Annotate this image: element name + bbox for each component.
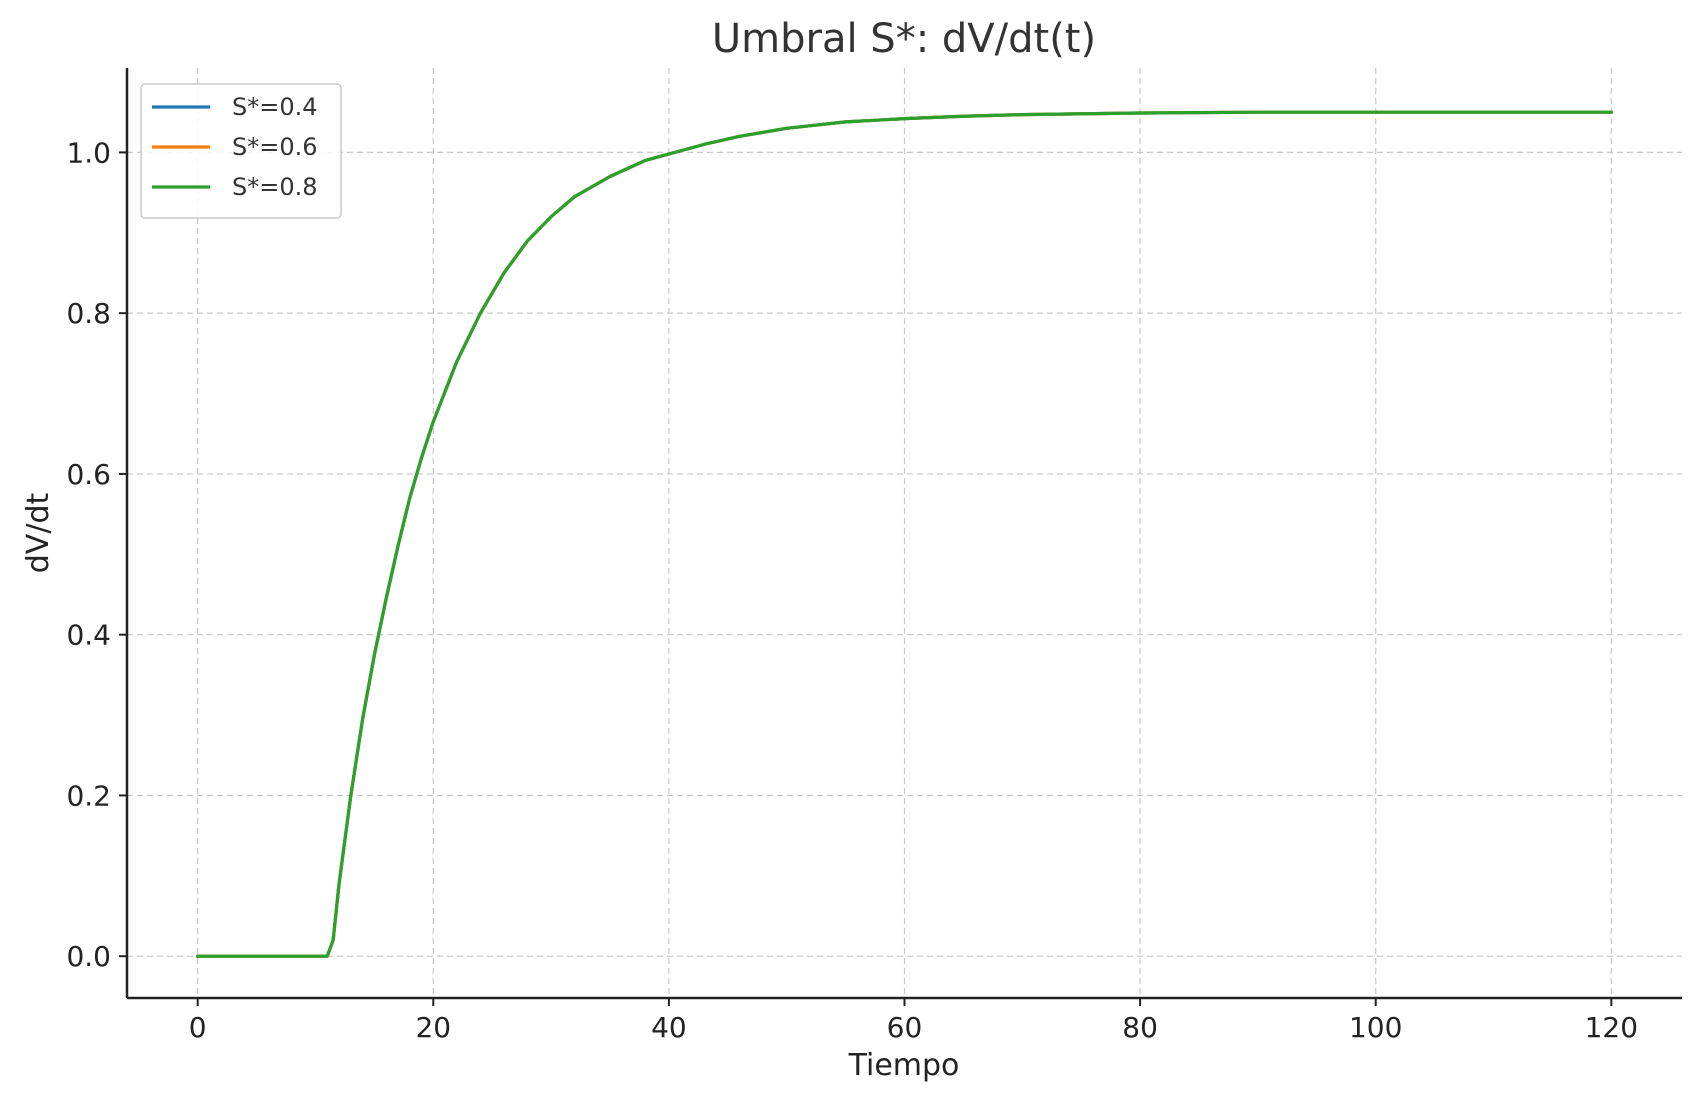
y-tick-label: 1.0: [66, 136, 111, 169]
chart-title: Umbral S*: dV/dt(t): [712, 16, 1096, 62]
y-tick-label: 0.6: [66, 458, 111, 491]
x-tick-label: 40: [651, 1011, 687, 1044]
series-lines: [196, 110, 1613, 958]
x-axis-label: Tiempo: [848, 1048, 960, 1083]
x-tick-label: 100: [1349, 1011, 1402, 1044]
grid: [127, 68, 1682, 998]
y-tick-label: 0.2: [66, 779, 111, 812]
x-tick-label: 120: [1585, 1011, 1638, 1044]
x-tick-label: 20: [415, 1011, 451, 1044]
y-tick-label: 0.0: [66, 940, 111, 973]
x-tick-label: 0: [189, 1011, 207, 1044]
legend-box: [140, 83, 342, 219]
series-line-3: [196, 110, 1613, 958]
y-ticks: 0.0 0.2 0.4 0.6 0.8 1.0: [66, 136, 127, 973]
x-ticks: 0 20 40 60 80 100 120: [189, 998, 1638, 1044]
x-tick-label: 80: [1122, 1011, 1158, 1044]
legend-label-3: S*=0.8: [232, 173, 318, 201]
y-tick-label: 0.8: [66, 297, 111, 330]
legend-label-2: S*=0.6: [232, 133, 318, 161]
legend-label-1: S*=0.4: [232, 93, 318, 121]
y-axis-label: dV/dt: [21, 493, 56, 574]
x-tick-label: 60: [887, 1011, 923, 1044]
y-tick-label: 0.4: [66, 619, 111, 652]
legend: S*=0.4 S*=0.6 S*=0.8: [140, 83, 342, 219]
